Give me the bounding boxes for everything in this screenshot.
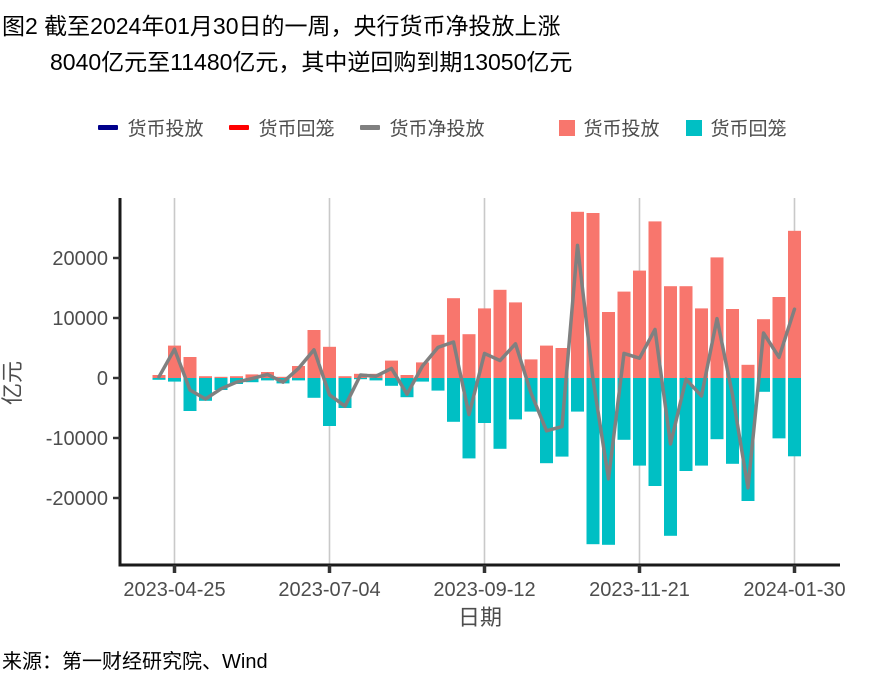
legend-item-bar-withdrawal: 货币回笼: [685, 114, 787, 141]
line-swatch-withdrawal: [229, 125, 250, 130]
bar-withdrawal: [571, 378, 584, 412]
bar-injection: [788, 230, 801, 378]
y-tick-label: -20000: [46, 488, 108, 510]
bar-injection: [679, 286, 693, 378]
bar-injection: [772, 297, 786, 378]
chart-canvas: -20000 -10000 0 10000 20000 2023-04-25 2023-07…: [0, 198, 846, 630]
legend-item-line-net: 货币净投放: [360, 114, 485, 141]
chart-title-line2: 8040亿元至11480亿元，其中逆回购到期13050亿元: [50, 49, 573, 75]
bar-injection: [571, 211, 584, 378]
bar-injection: [230, 376, 243, 378]
bar-withdrawal: [679, 378, 693, 471]
bar-withdrawal: [695, 378, 708, 466]
bar-injection: [462, 334, 476, 378]
bar-withdrawal: [261, 378, 274, 381]
bar-withdrawal: [152, 378, 166, 380]
bar-withdrawal: [509, 378, 522, 420]
line-swatch-net: [360, 125, 381, 130]
bar-injection: [323, 346, 336, 378]
legend-label: 货币投放: [127, 119, 204, 140]
legend-label: 货币回笼: [710, 119, 787, 140]
bar-injection: [493, 289, 507, 378]
y-tick-label: 20000: [52, 248, 108, 270]
bar-injection: [741, 364, 755, 378]
bar-withdrawal: [726, 378, 739, 464]
bar-withdrawal: [385, 378, 398, 386]
legend: 货币投放 货币回笼 货币净投放 货币投放 货币回笼: [0, 114, 885, 141]
bar-injection: [214, 376, 228, 378]
bar-withdrawal: [400, 378, 414, 398]
x-tick-label: 2023-09-12: [433, 579, 535, 601]
bar-injection: [633, 270, 646, 378]
bar-withdrawal: [788, 378, 801, 457]
bar-withdrawal: [447, 378, 460, 422]
bar-injection: [695, 308, 708, 378]
chart-title: 图2 截至2024年01月30日的一周，央行货币净投放上涨 8040亿元至114…: [2, 8, 572, 80]
bar-swatch-withdrawal: [685, 119, 702, 136]
x-tick-label: 2023-07-04: [278, 579, 380, 601]
bar-injection: [602, 312, 615, 378]
bar-swatch-injection: [558, 119, 575, 136]
bar-injection: [540, 345, 553, 378]
legend-item-bar-injection: 货币投放: [558, 114, 660, 141]
bar-withdrawal: [307, 378, 321, 398]
bar-withdrawal: [586, 378, 600, 545]
line-swatch-injection: [98, 125, 119, 130]
bar-withdrawal: [772, 378, 786, 439]
bar-withdrawal: [416, 378, 429, 382]
y-tick-label: -10000: [46, 428, 108, 450]
bar-injection: [338, 376, 352, 378]
bar-withdrawal: [710, 378, 724, 440]
y-tick-label: 10000: [52, 308, 108, 330]
bar-injection: [509, 302, 522, 378]
x-tick-label: 2023-04-25: [123, 579, 225, 601]
bar-withdrawal: [633, 378, 646, 466]
bar-injection: [400, 375, 414, 378]
bar-injection: [276, 376, 290, 378]
legend-item-line-injection: 货币投放: [98, 114, 203, 141]
bar-withdrawal: [431, 378, 445, 391]
bar-withdrawal: [369, 378, 383, 381]
bar-withdrawal: [493, 378, 507, 449]
legend-item-line-withdrawal: 货币回笼: [229, 114, 334, 141]
bar-withdrawal: [540, 378, 553, 464]
x-tick-label: 2024-01-30: [743, 579, 845, 601]
y-axis-title: 亿元: [0, 361, 25, 405]
bar-injection: [617, 291, 631, 378]
bar-injection: [183, 357, 197, 378]
bar-injection: [245, 374, 259, 378]
legend-label: 货币投放: [583, 119, 660, 140]
net-line: [157, 243, 797, 490]
bar-withdrawal: [292, 378, 305, 381]
bar-injection: [664, 286, 677, 378]
bar-injection: [524, 359, 538, 378]
chart-title-line1: 图2 截至2024年01月30日的一周，央行货币净投放上涨: [2, 13, 561, 39]
x-axis-title: 日期: [458, 605, 502, 630]
y-tick-label: 0: [97, 368, 108, 390]
bar-withdrawal: [168, 378, 181, 382]
source-text: 来源：第一财经研究院、Wind: [2, 651, 268, 673]
bar-injection: [726, 309, 739, 378]
x-tick-label: 2023-11-21: [589, 579, 690, 601]
bar-withdrawal: [478, 378, 491, 423]
legend-label: 货币净投放: [389, 119, 485, 140]
bar-withdrawal: [602, 378, 615, 545]
bar-injection: [199, 376, 212, 378]
bar-withdrawal: [648, 378, 662, 486]
legend-label: 货币回笼: [258, 119, 335, 140]
bar-injection: [431, 334, 445, 378]
